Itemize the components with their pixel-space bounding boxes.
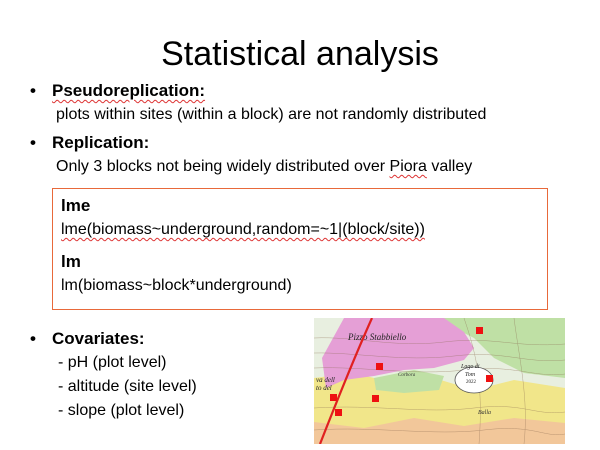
site-marker [372, 395, 379, 402]
covariates-heading: Covariates: [52, 329, 145, 348]
site-marker [486, 375, 493, 382]
map-label-bottom: Balla [478, 410, 491, 416]
map-label-top: Pizzo Stabbiello [347, 332, 407, 342]
bullet-pseudoreplication: • Pseudoreplication: [30, 80, 205, 102]
bullet-replication: • Replication: [30, 132, 149, 154]
covariate-item: - pH (plot level) [58, 354, 167, 371]
map-zone-pink [322, 318, 474, 388]
bullet-dot-icon: • [30, 329, 36, 348]
covariate-item: - altitude (site level) [58, 378, 197, 395]
site-marker [330, 394, 337, 401]
bullet-covariates: • Covariates: [30, 328, 145, 350]
lake-name-label: Lago di [460, 364, 480, 370]
site-marker [476, 327, 483, 334]
slide-title: Statistical analysis [161, 35, 439, 73]
bullet-dot-icon: • [30, 133, 36, 152]
replication-text-before: Only 3 blocks not being widely distribut… [56, 158, 390, 175]
pseudoreplication-heading: Pseudoreplication: [52, 81, 206, 100]
model-code-box: lme lme(biomass~underground,random=~1|(b… [52, 188, 548, 310]
lme-formula: lme(biomass~underground,random=~1|(block… [61, 221, 425, 238]
replication-piora: Piora [389, 158, 427, 175]
covariate-item: - slope (plot level) [58, 402, 185, 419]
lm-heading: lm [61, 252, 81, 271]
map-label-mid: Corbora [398, 373, 416, 378]
site-marker [376, 363, 383, 370]
study-area-map: Lago di Tom 2022 Pizzo Stabbiello va del… [314, 318, 565, 444]
replication-text-after: valley [426, 158, 473, 175]
replication-heading: Replication: [52, 133, 150, 152]
lake-name-label2: Tom [465, 372, 476, 378]
lm-formula: lm(biomass~block*underground) [61, 277, 292, 294]
lme-heading: lme [61, 196, 91, 215]
valley-boundary-line [318, 318, 374, 444]
lake-elevation-label: 2022 [466, 380, 477, 385]
map-zone-green [374, 370, 444, 393]
site-marker [335, 409, 342, 416]
map-label-left2: to del [316, 384, 332, 392]
pseudoreplication-text: plots within sites (within a block) are … [56, 106, 487, 123]
replication-text: Only 3 blocks not being widely distribut… [56, 156, 472, 178]
bullet-dot-icon: • [30, 81, 36, 100]
map-label-left1: va dell [316, 376, 335, 384]
map-zone-green [434, 318, 565, 378]
